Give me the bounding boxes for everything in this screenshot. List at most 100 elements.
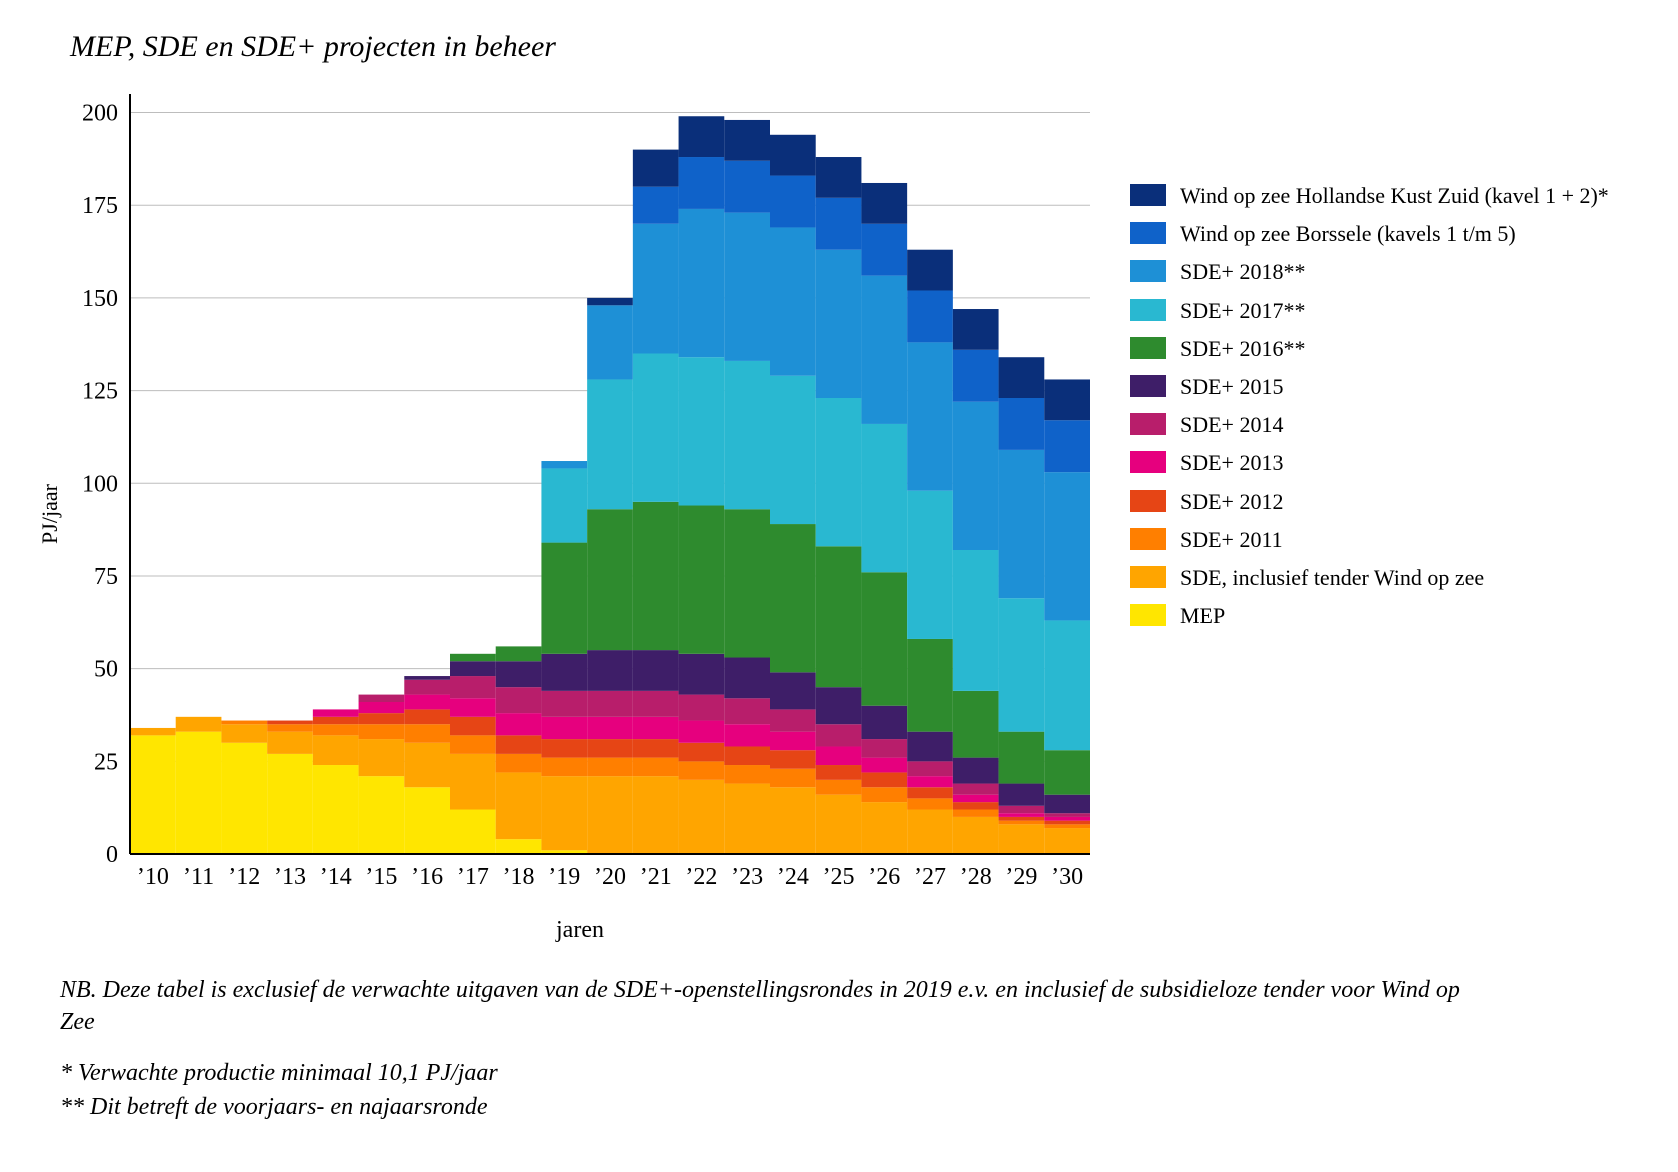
chart-title: MEP, SDE en SDE+ projecten in beheer xyxy=(70,30,1638,64)
bar-segment-borssele xyxy=(907,290,953,342)
legend-swatch xyxy=(1130,375,1166,397)
bar-segment-sde2012 xyxy=(633,739,679,758)
bar-segment-sde2013 xyxy=(679,721,725,743)
legend-swatch xyxy=(1130,337,1166,359)
legend-swatch xyxy=(1130,528,1166,550)
bar-segment-sde2014 xyxy=(541,691,587,717)
legend-item-sde2016: SDE+ 2016** xyxy=(1130,337,1609,371)
footnote-nb: NB. Deze tabel is exclusief de verwachte… xyxy=(60,974,1460,1039)
bar-segment-sde2015 xyxy=(816,687,862,724)
bar-segment-sde2013 xyxy=(724,724,770,746)
legend-item-sde_wind: SDE, inclusief tender Wind op zee xyxy=(1130,566,1609,600)
bar-segment-sde2011 xyxy=(450,735,496,754)
bar-segment-sde_wind xyxy=(496,772,542,839)
bar-segment-sde2012 xyxy=(587,739,633,758)
bar-segment-sde2018 xyxy=(816,250,862,398)
x-tick-label: ’10 xyxy=(137,864,169,890)
x-tick-label: ’23 xyxy=(731,864,763,890)
legend-label: SDE+ 2015 xyxy=(1180,375,1283,399)
svg-text:75: 75 xyxy=(94,564,118,590)
bar-segment-sde2016 xyxy=(861,572,907,705)
bar-segment-sde2015 xyxy=(587,650,633,691)
bar-segment-sde_wind xyxy=(724,784,770,854)
bar-segment-sde2015 xyxy=(450,661,496,676)
bar-segment-sde2012 xyxy=(953,802,999,809)
bar-segment-sde_wind xyxy=(861,802,907,854)
bar-segment-sde2016 xyxy=(679,506,725,654)
bar-segment-sde2013 xyxy=(404,695,450,710)
bar-segment-sde2011 xyxy=(816,780,862,795)
svg-text:50: 50 xyxy=(94,657,118,683)
x-tick-label: ’28 xyxy=(960,864,992,890)
bar-segment-hkz xyxy=(953,309,999,350)
bar-segment-sde2012 xyxy=(770,750,816,769)
legend-item-sde2014: SDE+ 2014 xyxy=(1130,413,1609,447)
legend-swatch xyxy=(1130,490,1166,512)
x-tick-label: ’15 xyxy=(365,864,397,890)
bar-segment-sde2013 xyxy=(359,702,405,713)
bar-segment-sde2013 xyxy=(633,717,679,739)
bar-segment-sde2015 xyxy=(633,650,679,691)
bar-segment-sde2012 xyxy=(907,787,953,798)
bar-segment-sde2014 xyxy=(633,691,679,717)
x-tick-label: ’11 xyxy=(183,864,214,890)
bar-segment-mep xyxy=(450,810,496,854)
bar-segment-sde2016 xyxy=(816,546,862,687)
bar-segment-sde2012 xyxy=(313,717,359,724)
legend-item-sde2015: SDE+ 2015 xyxy=(1130,375,1609,409)
bar-segment-sde2012 xyxy=(724,746,770,765)
bar-segment-sde2018 xyxy=(724,213,770,361)
bar-segment-sde2016 xyxy=(907,639,953,732)
bar-segment-sde2013 xyxy=(450,698,496,717)
bar-segment-sde2011 xyxy=(1044,824,1090,828)
bar-segment-sde2011 xyxy=(404,724,450,743)
bar-segment-borssele xyxy=(861,224,907,276)
bar-segment-sde2011 xyxy=(221,721,267,725)
x-tick-label: ’18 xyxy=(503,864,535,890)
x-tick-label: ’12 xyxy=(228,864,260,890)
bar-segment-sde2017 xyxy=(770,376,816,524)
bar-segment-sde2017 xyxy=(816,398,862,546)
x-tick-label: ’22 xyxy=(685,864,717,890)
page-root: MEP, SDE en SDE+ projecten in beheer PJ/… xyxy=(0,0,1678,1172)
bar-segment-borssele xyxy=(724,161,770,213)
legend-item-hkz: Wind op zee Hollandse Kust Zuid (kavel 1… xyxy=(1130,184,1609,218)
bar-segment-mep xyxy=(176,732,222,854)
bar-segment-sde2016 xyxy=(724,509,770,657)
bar-segment-sde_wind xyxy=(816,795,862,854)
bar-segment-sde2014 xyxy=(496,687,542,713)
bar-segment-sde2016 xyxy=(541,543,587,654)
bar-segment-sde2014 xyxy=(679,695,725,721)
bar-segment-borssele xyxy=(999,398,1045,450)
legend-label: SDE, inclusief tender Wind op zee xyxy=(1180,566,1484,590)
bar-segment-sde2011 xyxy=(907,798,953,809)
bar-segment-sde_wind xyxy=(313,735,359,765)
bar-segment-hkz xyxy=(724,120,770,161)
bar-segment-sde2017 xyxy=(587,379,633,509)
bar-segment-sde_wind xyxy=(1044,828,1090,854)
x-tick-label: ’20 xyxy=(594,864,626,890)
bar-segment-sde2012 xyxy=(541,739,587,758)
legend-swatch xyxy=(1130,184,1166,206)
legend-item-sde2018: SDE+ 2018** xyxy=(1130,260,1609,294)
bar-segment-sde2017 xyxy=(633,354,679,502)
bar-segment-sde2012 xyxy=(267,721,313,725)
bar-segment-sde2014 xyxy=(999,806,1045,813)
legend-swatch xyxy=(1130,222,1166,244)
bar-segment-sde2017 xyxy=(953,550,999,691)
svg-text:125: 125 xyxy=(82,379,118,405)
bar-segment-mep xyxy=(221,743,267,854)
legend-swatch xyxy=(1130,566,1166,588)
bar-segment-sde2015 xyxy=(999,784,1045,806)
legend-item-mep: MEP xyxy=(1130,604,1609,638)
bar-segment-sde2018 xyxy=(770,227,816,375)
x-tick-label: ’24 xyxy=(777,864,809,890)
bar-segment-sde_wind xyxy=(679,780,725,854)
bar-segment-sde2013 xyxy=(541,717,587,739)
legend-swatch xyxy=(1130,260,1166,282)
legend-label: SDE+ 2011 xyxy=(1180,528,1283,552)
bar-segment-sde2015 xyxy=(1044,795,1090,814)
legend-label: SDE+ 2016** xyxy=(1180,337,1305,361)
bar-segment-sde2018 xyxy=(679,209,725,357)
bar-segment-borssele xyxy=(953,350,999,402)
